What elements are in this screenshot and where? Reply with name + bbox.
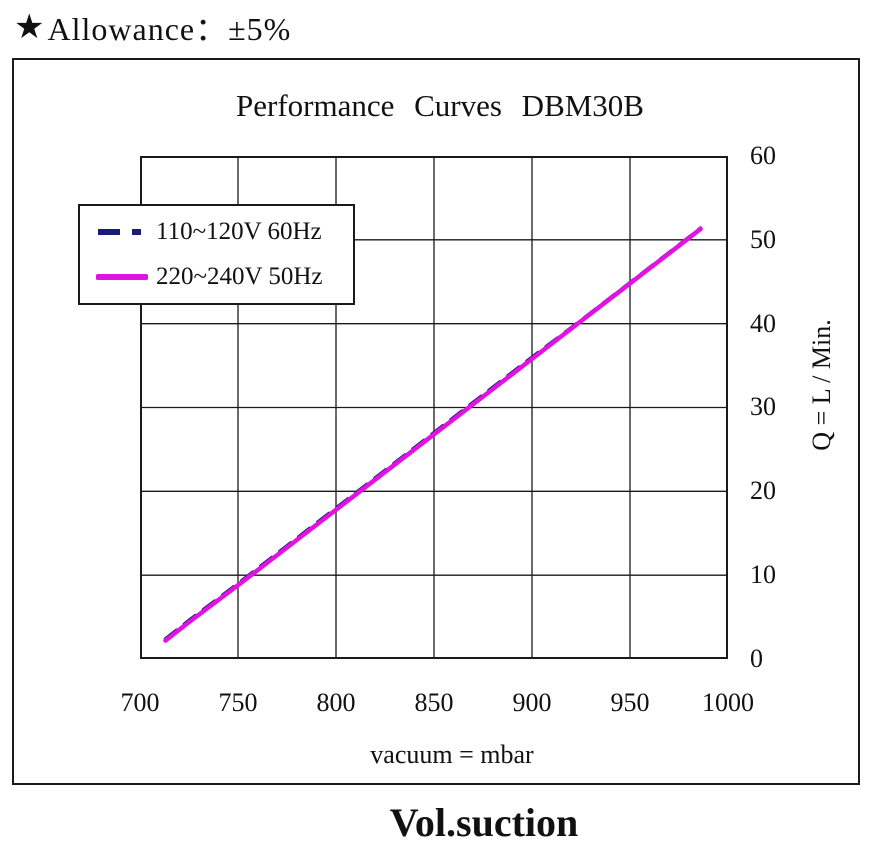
legend-item-50hz: 220~240V 50Hz xyxy=(80,263,353,291)
x-tick-900: 900 xyxy=(512,688,552,717)
y-axis-title: Q = L / Min. xyxy=(807,319,836,451)
y-tick-40: 40 xyxy=(750,309,776,338)
x-tick-950: 950 xyxy=(610,688,650,717)
allowance-label: Allowance：±5% xyxy=(47,11,292,47)
x-tick-750: 750 xyxy=(218,688,258,717)
dashed-line-icon xyxy=(98,229,146,236)
y-tick-0: 0 xyxy=(750,644,763,673)
legend-item-60hz: 110~120V 60Hz xyxy=(80,218,353,246)
y-tick-30: 30 xyxy=(750,392,776,421)
x-tick-1000: 1000 xyxy=(702,688,754,717)
legend: 110~120V 60Hz 220~240V 50Hz xyxy=(78,204,355,305)
y-tick-20: 20 xyxy=(750,476,776,505)
x-tick-800: 800 xyxy=(316,688,356,717)
x-axis-title: vacuum = mbar xyxy=(370,740,534,769)
footer-caption: Vol.suction xyxy=(389,800,579,845)
x-tick-700: 700 xyxy=(120,688,160,717)
x-tick-850: 850 xyxy=(414,688,454,717)
y-tick-50: 50 xyxy=(750,225,776,254)
chart-title: Performance Curves DBM30B xyxy=(236,88,644,123)
solid-line-icon xyxy=(96,273,148,280)
allowance-note: ★ Allowance：±5% xyxy=(14,4,291,50)
legend-label-60hz: 110~120V 60Hz xyxy=(156,218,322,246)
y-tick-10: 10 xyxy=(750,560,776,589)
y-tick-60: 60 xyxy=(750,141,776,170)
star-icon: ★ xyxy=(14,9,46,46)
chart-frame xyxy=(12,58,860,785)
legend-label-50hz: 220~240V 50Hz xyxy=(156,262,323,290)
